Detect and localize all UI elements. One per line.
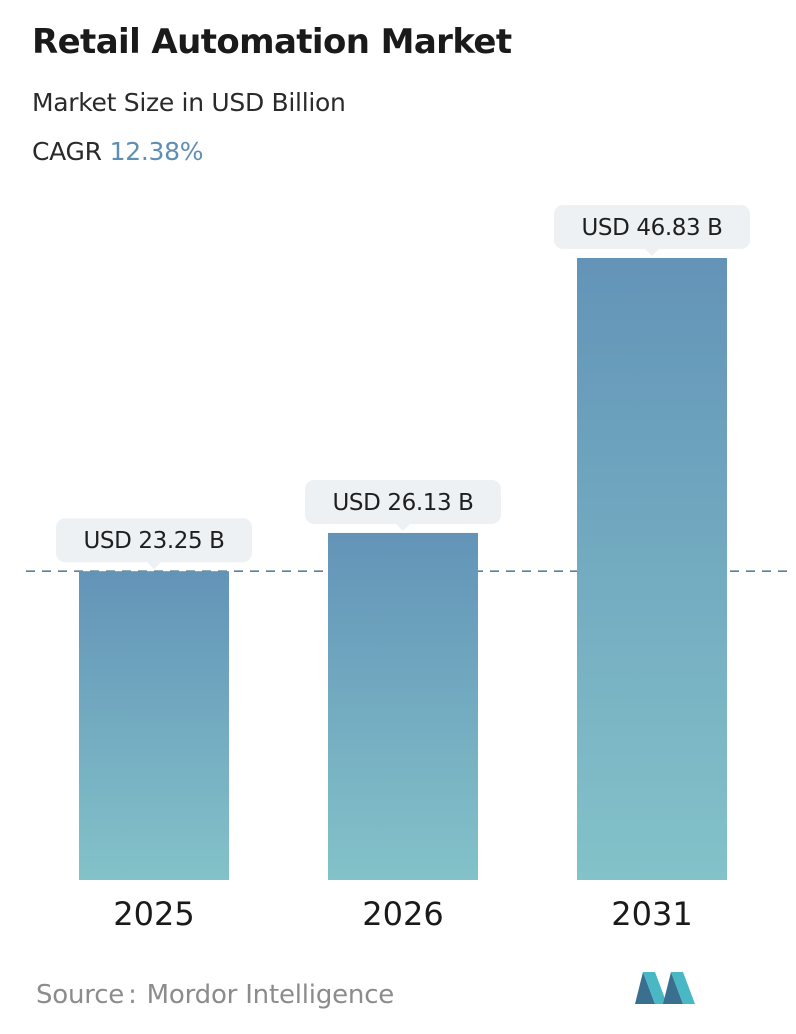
chart-title: Retail Automation Market: [32, 22, 512, 62]
data-label-pointer: [147, 562, 161, 570]
x-tick-label-2026: 2026: [362, 895, 443, 933]
cagr-value: 12.38%: [109, 137, 204, 166]
data-label-pointer: [396, 523, 410, 531]
x-tick-label-2025: 2025: [113, 895, 194, 933]
bar-2026: [328, 532, 478, 880]
data-label-pointer: [645, 249, 659, 256]
x-tick-label-2031: 2031: [611, 895, 692, 933]
cagr-label: CAGR: [32, 137, 102, 166]
data-label-bg-2031: [554, 205, 750, 249]
source-footer: Source: Mordor Intelligence: [36, 980, 394, 1010]
source-label: Source: [36, 980, 125, 1010]
data-label-2025: USD 23.25 B: [84, 528, 225, 554]
cagr-row: CAGR 12.38%: [32, 137, 204, 166]
source-separator: :: [128, 980, 137, 1010]
bar-2025: [79, 571, 229, 880]
chart-subtitle: Market Size in USD Billion: [32, 88, 346, 117]
data-label-bg-2025: [56, 518, 252, 563]
bar-2031: [577, 258, 727, 880]
bar-chart: USD 23.25 B USD 26.13 B USD 46.83 B 2025 20…: [26, 205, 790, 933]
data-label-2026: USD 26.13 B: [333, 490, 474, 516]
data-label-2031: USD 46.83 B: [582, 215, 723, 241]
data-label-bg-2026: [305, 479, 501, 524]
mordor-intelligence-logo-icon: [635, 972, 695, 1004]
source-value: Mordor Intelligence: [146, 980, 395, 1010]
